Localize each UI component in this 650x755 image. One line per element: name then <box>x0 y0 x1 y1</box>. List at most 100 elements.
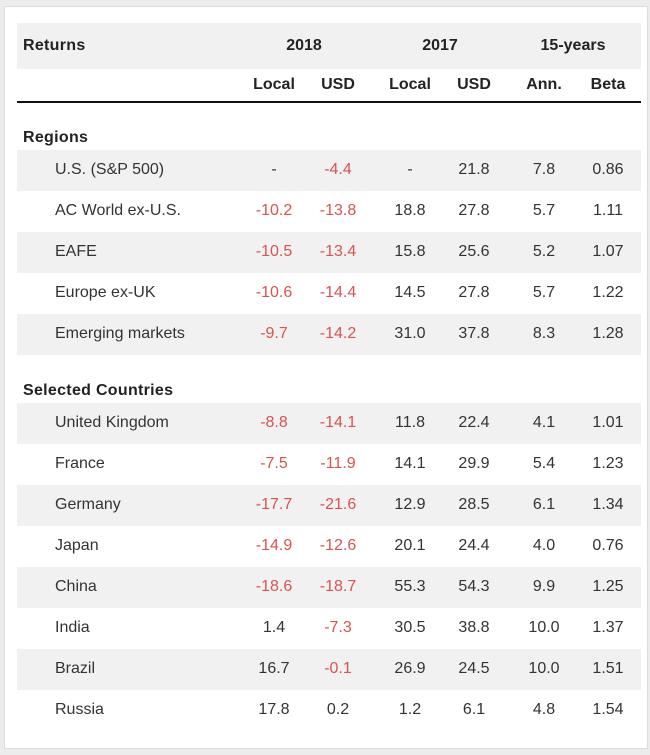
column-header-2018-local: Local <box>253 76 295 93</box>
table-header-groups: Returns 2018 2017 15-years <box>17 23 641 69</box>
table-cell: 27.8 <box>458 202 490 219</box>
table-cell: -10.6 <box>255 284 293 301</box>
table-cell: 7.8 <box>532 161 556 178</box>
column-header-2017-local: Local <box>389 76 431 93</box>
table-cell: 14.1 <box>394 455 426 472</box>
table-cell: 22.4 <box>458 414 490 431</box>
row-label: Europe ex-UK <box>55 284 156 301</box>
table-cell: 20.1 <box>394 537 426 554</box>
column-header-2017-usd: USD <box>457 76 491 93</box>
table-cell: 0.2 <box>326 701 350 718</box>
table-cell: -13.4 <box>319 243 357 260</box>
table-row: AC World ex-U.S. -10.2 -13.8 18.8 27.8 5.7 1.1… <box>17 191 641 232</box>
table-row: China -18.6 -18.7 55.3 54.3 9.9 1.25 <box>17 567 641 608</box>
table-cell: -14.2 <box>319 325 357 342</box>
table-title: Returns <box>23 37 86 54</box>
row-label: Japan <box>55 537 99 554</box>
table-cell: 4.0 <box>532 537 556 554</box>
table-cell: - <box>407 161 413 178</box>
table-cell: -18.7 <box>319 578 357 595</box>
column-header-2018-usd: USD <box>321 76 355 93</box>
row-label: United Kingdom <box>55 414 169 431</box>
row-label: AC World ex-U.S. <box>55 202 181 219</box>
table-cell: -10.5 <box>255 243 293 260</box>
row-label: Russia <box>55 701 104 718</box>
table-cell: -14.4 <box>319 284 357 301</box>
table-cell: 17.8 <box>258 701 290 718</box>
table-cell: 1.23 <box>592 455 624 472</box>
table-row: EAFE -10.5 -13.4 15.8 25.6 5.2 1.07 <box>17 232 641 273</box>
table-cell: 38.8 <box>458 619 490 636</box>
table-cell: 1.54 <box>592 701 624 718</box>
table-cell: 15.8 <box>394 243 426 260</box>
table-cell: 16.7 <box>258 660 290 677</box>
table-cell: 29.9 <box>458 455 490 472</box>
table-cell: -8.8 <box>260 414 288 431</box>
table-cell: 55.3 <box>394 578 426 595</box>
table-cell: 12.9 <box>394 496 426 513</box>
column-header-15y-ann: Ann. <box>526 76 562 93</box>
table-cell: 5.7 <box>532 202 556 219</box>
row-label: Brazil <box>55 660 96 677</box>
row-label: U.S. (S&P 500) <box>55 161 165 178</box>
table-cell: -10.2 <box>255 202 293 219</box>
table-cell: -14.1 <box>319 414 357 431</box>
table-cell: 31.0 <box>394 325 426 342</box>
table-row: Russia 17.8 0.2 1.2 6.1 4.8 1.54 <box>17 690 641 731</box>
table-cell: 25.6 <box>458 243 490 260</box>
group-header-2018: 2018 <box>286 37 322 54</box>
table-row: Emerging markets -9.7 -14.2 31.0 37.8 8.3 1.28 <box>17 314 641 355</box>
row-label: China <box>55 578 97 595</box>
table-cell: 1.11 <box>593 202 623 219</box>
table-cell: 6.1 <box>462 701 486 718</box>
table-row: United Kingdom -8.8 -14.1 11.8 22.4 4.1 1.01 <box>17 403 641 444</box>
row-label: France <box>55 455 105 472</box>
table-cell: 1.4 <box>262 619 286 636</box>
table-cell: 1.51 <box>592 660 624 677</box>
table-cell: 54.3 <box>458 578 490 595</box>
table-cell: -12.6 <box>319 537 357 554</box>
table-cell: 1.01 <box>592 414 624 431</box>
table-cell: -11.9 <box>320 455 356 472</box>
table-row: Japan -14.9 -12.6 20.1 24.4 4.0 0.76 <box>17 526 641 567</box>
row-label: Germany <box>55 496 121 513</box>
table-header-columns: Local USD Local USD Ann. Beta <box>17 69 641 103</box>
table-cell: -13.8 <box>319 202 357 219</box>
table-cell: 1.2 <box>398 701 422 718</box>
table-cell: -14.9 <box>255 537 293 554</box>
table-cell: 30.5 <box>394 619 426 636</box>
table-cell: -0.1 <box>324 660 352 677</box>
section-title: Regions <box>23 129 89 146</box>
table-cell: 5.7 <box>532 284 556 301</box>
table-cell: 1.34 <box>592 496 624 513</box>
table-cell: 0.86 <box>592 161 624 178</box>
table-cell: 26.9 <box>394 660 426 677</box>
table-cell: 9.9 <box>532 578 556 595</box>
table-cell: -9.7 <box>260 325 288 342</box>
table-cell: 1.07 <box>592 243 624 260</box>
table-row: U.S. (S&P 500) - -4.4 - 21.8 7.8 0.86 <box>17 150 641 191</box>
table-cell: 28.5 <box>458 496 490 513</box>
table-cell: - <box>271 161 277 178</box>
table-cell: 24.5 <box>458 660 490 677</box>
table-cell: -18.6 <box>255 578 293 595</box>
table-cell: 8.3 <box>532 325 556 342</box>
table-cell: 24.4 <box>458 537 490 554</box>
table-cell: 1.28 <box>592 325 624 342</box>
table-row: Germany -17.7 -21.6 12.9 28.5 6.1 1.34 <box>17 485 641 526</box>
table-row: India 1.4 -7.3 30.5 38.8 10.0 1.37 <box>17 608 641 649</box>
table-cell: 21.8 <box>458 161 490 178</box>
table-cell: 5.4 <box>532 455 556 472</box>
table-cell: 10.0 <box>528 660 560 677</box>
table-cell: 37.8 <box>458 325 490 342</box>
row-label: Emerging markets <box>55 325 185 342</box>
group-header-15-years: 15-years <box>540 37 606 54</box>
table-cell: 18.8 <box>394 202 426 219</box>
column-header-15y-beta: Beta <box>590 76 626 93</box>
row-label: EAFE <box>55 243 97 260</box>
group-header-2017: 2017 <box>422 37 458 54</box>
table-row: France -7.5 -11.9 14.1 29.9 5.4 1.23 <box>17 444 641 485</box>
table-row: Brazil 16.7 -0.1 26.9 24.5 10.0 1.51 <box>17 649 641 690</box>
table-cell: 14.5 <box>394 284 426 301</box>
table-cell: 5.2 <box>532 243 556 260</box>
